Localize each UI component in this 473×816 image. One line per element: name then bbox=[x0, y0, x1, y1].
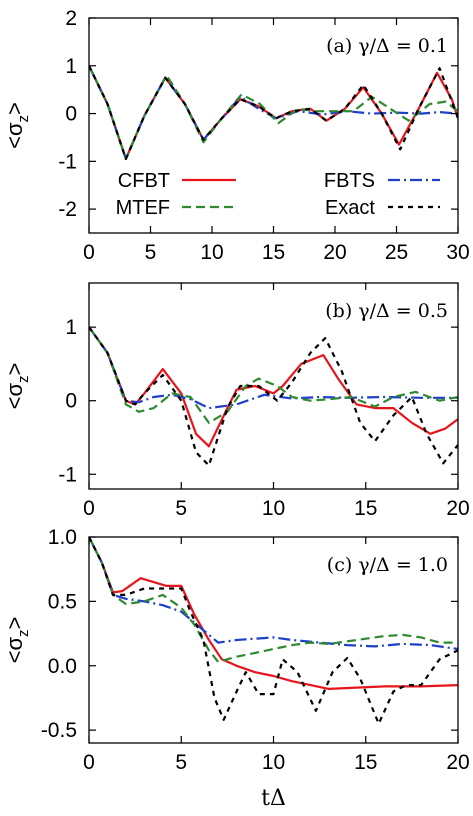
y-axis-label: <σz> bbox=[2, 102, 32, 149]
panel-annotation: (a) γ/Δ = 0.1 bbox=[326, 35, 448, 57]
legend: CFBT FBTS MTEF Exact bbox=[116, 170, 440, 219]
y-tick-label: -0.5 bbox=[41, 719, 77, 742]
panel-annotation: (c) γ/Δ = 1.0 bbox=[327, 554, 448, 576]
series-cfbt bbox=[89, 326, 458, 448]
x-tick-label: 15 bbox=[354, 751, 377, 774]
x-tick-label: 15 bbox=[262, 241, 285, 264]
legend-label-cfbt: CFBT bbox=[118, 170, 170, 192]
y-tick-label: 1.0 bbox=[48, 526, 77, 549]
y-axis-label: <σz> bbox=[2, 617, 32, 664]
series-group bbox=[89, 537, 458, 725]
x-tick-label: 5 bbox=[175, 497, 187, 520]
series-cfbt bbox=[89, 537, 458, 690]
x-tick-label: 5 bbox=[175, 751, 187, 774]
x-tick-label: 20 bbox=[323, 241, 346, 264]
series-fbts bbox=[89, 326, 458, 410]
x-tick-label: 15 bbox=[354, 497, 377, 520]
y-tick-label: -1 bbox=[58, 463, 77, 486]
panel-annotation: (b) γ/Δ = 0.5 bbox=[325, 300, 448, 322]
y-axis-label: <σz> bbox=[2, 363, 32, 410]
series-group bbox=[89, 326, 458, 467]
legend-label-fbts: FBTS bbox=[324, 170, 375, 192]
y-tick-label: 0 bbox=[65, 103, 77, 126]
series-group bbox=[89, 65, 458, 160]
x-tick-label: 25 bbox=[385, 241, 408, 264]
y-tick-label: 1 bbox=[65, 316, 77, 339]
y-tick-label: -2 bbox=[58, 198, 77, 221]
series-exact bbox=[89, 65, 458, 160]
x-tick-label: 0 bbox=[83, 241, 95, 264]
x-tick-label: 10 bbox=[262, 751, 285, 774]
x-tick-label: 10 bbox=[262, 497, 285, 520]
legend-label-exact: Exact bbox=[325, 197, 375, 219]
x-tick-label: 30 bbox=[446, 241, 469, 264]
series-mtef bbox=[89, 326, 458, 424]
y-tick-label: 0.0 bbox=[48, 655, 77, 678]
series-fbts bbox=[89, 65, 458, 160]
y-tick-label: 1 bbox=[65, 55, 77, 78]
panel-2: 0 5 10 15 20 -1 0 1 (b) γ/Δ = 0.5 <σz> bbox=[2, 282, 470, 520]
series-exact bbox=[89, 326, 458, 467]
x-tick-label: 20 bbox=[446, 751, 469, 774]
x-tick-label: 5 bbox=[145, 241, 157, 264]
series-fbts bbox=[89, 537, 458, 651]
series-exact bbox=[89, 537, 458, 725]
x-tick-label: 0 bbox=[83, 497, 95, 520]
x-tick-label: 20 bbox=[446, 497, 469, 520]
x-tick-label: 0 bbox=[83, 751, 95, 774]
series-mtef bbox=[89, 537, 458, 663]
legend-label-mtef: MTEF bbox=[116, 197, 170, 219]
y-tick-label: -1 bbox=[58, 150, 77, 173]
y-tick-label: 2 bbox=[65, 7, 77, 30]
y-tick-label: 0 bbox=[65, 390, 77, 413]
panel-3: 0 5 10 15 20 -0.5 0.0 0.5 1.0 (c) γ/Δ = 1.0 <σz> tΔ bbox=[2, 526, 470, 811]
x-tick-label: 10 bbox=[200, 241, 223, 264]
y-tick-label: 0.5 bbox=[48, 590, 77, 613]
panel-1: 0 5 10 15 20 25 30 -2 -1 0 1 2 (a) γ/Δ = 0.1 <σz> CFBT… bbox=[2, 7, 470, 264]
x-axis-label: tΔ bbox=[261, 786, 286, 811]
